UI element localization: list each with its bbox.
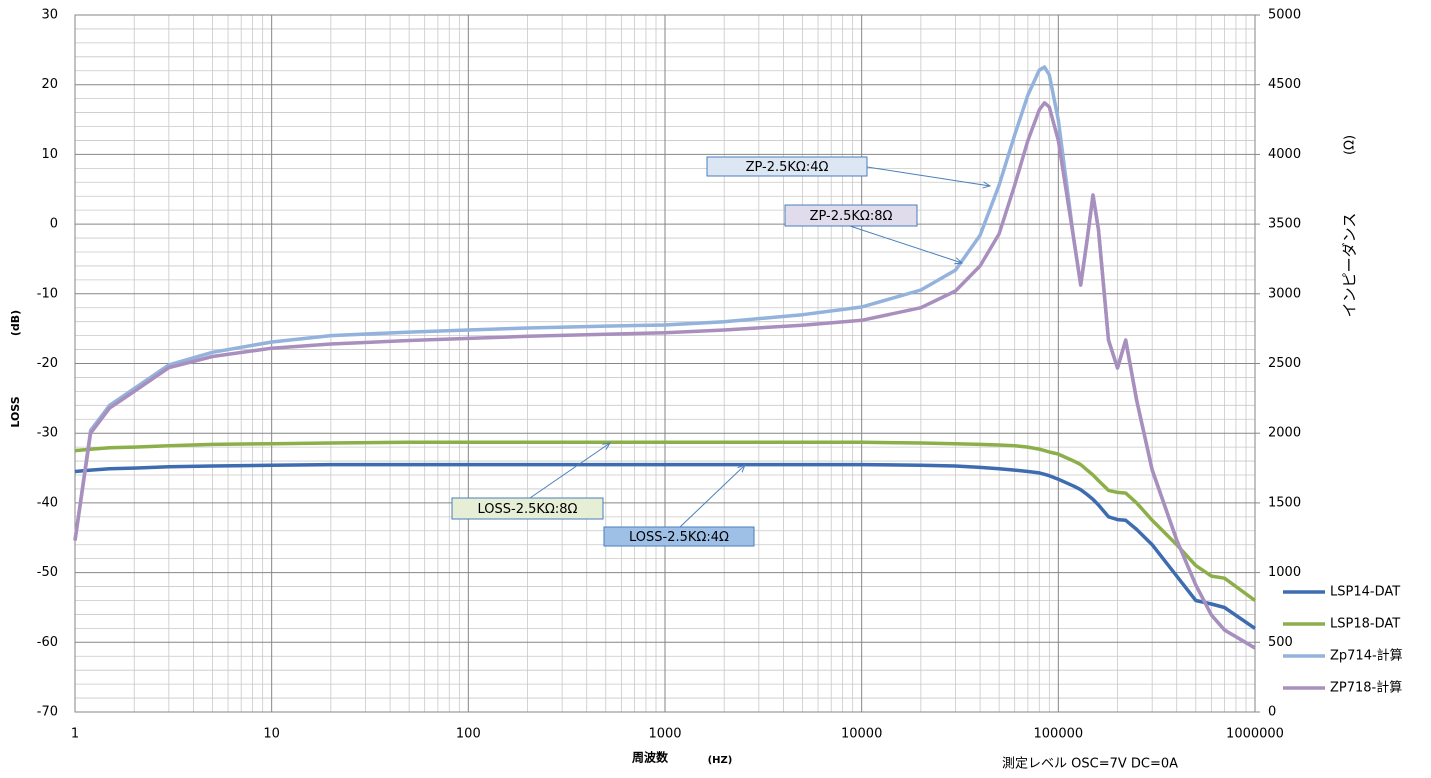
y-tick-label: -40 [37,495,58,510]
annotation-box [451,497,604,520]
y-tick-label: 0 [50,217,58,232]
x-axis-unit: (HZ) [708,755,733,766]
y2-tick-label: 2500 [1268,356,1301,371]
x-tick-label: 100 [456,727,481,742]
legend-label: Zp714-計算 [1330,648,1403,664]
y2-tick-label: 3500 [1268,217,1301,232]
y2-tick-label: 1500 [1268,495,1301,510]
legend-label: LSP14-DAT [1330,585,1400,600]
y-tick-label: -70 [37,705,58,720]
series-line [74,440,1257,602]
annotation-box [603,526,755,547]
y-tick-label: -20 [37,356,58,371]
y2-tick-label: 1000 [1268,565,1301,580]
legend-label: LSP18-DAT [1330,617,1400,632]
annotation-arrow [849,225,962,263]
y-axis-label: LOSS [9,396,22,427]
y-tick-label: -30 [37,426,58,441]
x-axis-label: 周波数 [632,750,669,765]
x-tick-label: 10000 [841,727,882,742]
y2-axis-label: インピーダンス [1341,213,1359,318]
series-line [73,101,1256,650]
x-tick-label: 1 [71,727,79,742]
annotation-text: ZP-2.5KΩ:4Ω [746,160,829,175]
y2-tick-label: 4500 [1268,77,1301,92]
y2-tick-label: 3000 [1268,286,1301,301]
annotation-text: ZP-2.5KΩ:8Ω [810,209,893,224]
y-tick-label: -10 [37,286,58,301]
plot-frame [74,14,1256,713]
x-tick-label: 10 [263,727,280,742]
y-tick-label: -50 [37,565,58,580]
y-tick-label: -60 [37,635,58,650]
y2-tick-label: 4000 [1268,147,1301,162]
annotation-arrow [529,443,610,499]
y2-tick-label: 5000 [1268,8,1301,23]
y2-axis-unit: (Ω) [1343,135,1358,155]
annotation-arrow [866,166,990,186]
y2-tick-label: 0 [1268,705,1276,720]
annotation-box [706,156,868,177]
annotation-text: LOSS-2.5KΩ:8Ω [478,502,578,517]
x-tick-label: 100000 [1034,727,1084,742]
series-line [74,462,1256,630]
annotation-text: LOSS-2.5KΩ:4Ω [629,530,729,545]
y2-tick-label: 2000 [1268,426,1301,441]
y-tick-label: 20 [41,77,58,92]
annotation-arrow [679,465,745,528]
x-tick-label: 1000000 [1226,727,1284,742]
y-axis-unit: (dB) [9,310,22,336]
legend-label: ZP718-計算 [1330,680,1402,696]
footnote: 測定レベル OSC=7V DC=0A [1002,757,1178,772]
y2-tick-label: 500 [1268,635,1293,650]
y-tick-label: 10 [41,147,58,162]
y-tick-label: 30 [41,8,58,23]
x-tick-label: 1000 [648,727,681,742]
